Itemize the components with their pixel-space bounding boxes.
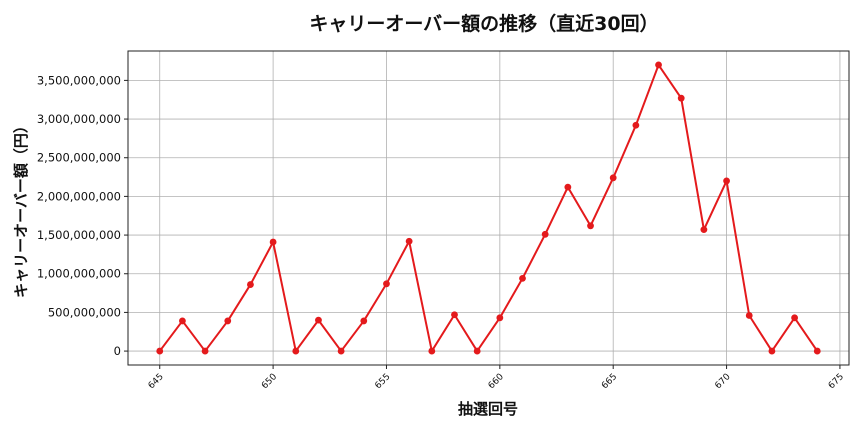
grid xyxy=(128,51,849,365)
y-axis-label: キャリーオーバー額（円） xyxy=(12,118,30,298)
data-point xyxy=(451,311,458,319)
data-point xyxy=(791,314,798,322)
x-tick-label: 655 xyxy=(373,372,392,391)
data-point xyxy=(609,174,617,182)
chart-title: キャリーオーバー額の推移（直近30回） xyxy=(309,12,658,35)
data-point xyxy=(179,317,186,325)
data-point xyxy=(745,312,753,319)
data-point xyxy=(655,61,662,69)
y-tick-label: 2,500,000,000 xyxy=(37,151,121,165)
data-point xyxy=(473,347,481,355)
data-point xyxy=(723,177,730,185)
y-tick-label: 1,000,000,000 xyxy=(37,267,121,281)
data-point xyxy=(360,317,368,325)
data-point xyxy=(315,316,322,324)
data-point xyxy=(587,222,594,230)
data-point xyxy=(541,230,549,238)
y-tick-label: 2,000,000,000 xyxy=(37,189,121,203)
x-tick-label: 665 xyxy=(600,372,619,391)
series-line xyxy=(158,63,819,353)
data-point xyxy=(519,274,526,282)
data-point xyxy=(156,347,164,355)
x-tick-label: 650 xyxy=(260,372,279,391)
data-point xyxy=(337,347,345,355)
data-point xyxy=(677,94,685,102)
y-tick-label: 3,000,000,000 xyxy=(37,112,121,126)
data-point xyxy=(292,347,300,355)
data-point xyxy=(564,183,572,191)
x-axis: 645 650 655 660 665 670 675 xyxy=(147,365,846,391)
data-point xyxy=(269,238,277,246)
data-point xyxy=(383,280,390,288)
data-point xyxy=(700,226,708,234)
x-tick-label: 675 xyxy=(827,372,846,391)
x-tick-label: 645 xyxy=(147,372,166,391)
data-point xyxy=(247,281,254,288)
x-tick-label: 660 xyxy=(487,372,506,391)
data-point xyxy=(201,347,209,355)
data-point xyxy=(405,237,413,245)
y-tick-label: 1,500,000,000 xyxy=(37,228,121,242)
data-point xyxy=(768,347,776,355)
y-tick-label: 3,500,000,000 xyxy=(37,73,121,87)
y-tick-label: 500,000,000 xyxy=(48,305,121,319)
data-point xyxy=(813,347,821,355)
y-axis: 0 500,000,000 1,000,000,000 1,500,000,000 2,… xyxy=(37,73,128,358)
plot-frame xyxy=(127,50,850,366)
data-point xyxy=(496,314,504,322)
x-tick-label: 670 xyxy=(713,372,732,391)
data-point xyxy=(428,347,436,355)
series-layer xyxy=(156,61,821,355)
data-point xyxy=(224,317,232,325)
data-point xyxy=(632,121,640,129)
y-tick-label: 0 xyxy=(114,344,121,358)
x-axis-label: 抽選回号 xyxy=(458,400,518,418)
